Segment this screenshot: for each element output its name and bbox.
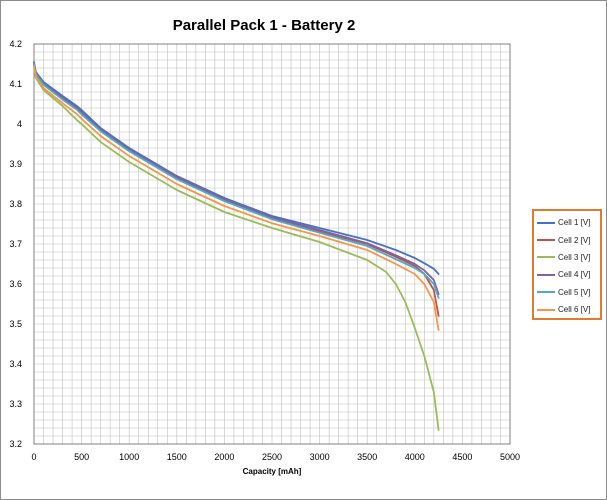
legend: Cell 1 [V] Cell 2 [V] Cell 3 [V] Cell 4 [V]… — [532, 209, 602, 320]
legend-item-cell-5: Cell 5 [V] — [537, 284, 598, 301]
axes — [33, 43, 511, 445]
legend-label: Cell 4 [V] — [558, 270, 591, 280]
legend-item-cell-6: Cell 6 [V] — [537, 301, 598, 318]
legend-swatch — [537, 291, 555, 294]
y-tick-labels: 3.2 3.3 3.4 3.5 3.6 3.7 3.8 3.9 4 4.1 4.2 — [9, 39, 22, 449]
y-tick-label: 4.1 — [9, 79, 22, 89]
plot-area-border — [33, 43, 511, 445]
y-tick-label: 4 — [17, 119, 22, 129]
x-tick-label: 4000 — [405, 452, 425, 462]
legend-item-cell-1: Cell 1 [V] — [537, 214, 598, 231]
series-line-cell-2 — [33, 63, 440, 317]
x-tick-label: 3500 — [357, 452, 377, 462]
series-line-cell-6 — [33, 65, 440, 331]
y-tick-label: 3.6 — [9, 279, 22, 289]
legend-item-cell-3: Cell 3 [V] — [537, 249, 598, 266]
series-line-cell-5 — [33, 63, 440, 299]
y-tick-label: 4.2 — [9, 39, 22, 49]
legend-label: Cell 2 [V] — [558, 235, 591, 245]
x-tick-label: 3000 — [310, 452, 330, 462]
y-tick-label: 3.8 — [9, 199, 22, 209]
legend-swatch — [537, 308, 555, 311]
x-tick-label: 4500 — [452, 452, 472, 462]
y-tick-label: 3.2 — [9, 439, 22, 449]
legend-label: Cell 5 [V] — [558, 287, 591, 297]
y-tick-label: 3.4 — [9, 359, 22, 369]
chart-title: Parallel Pack 1 - Battery 2 — [173, 17, 356, 34]
y-tick-label: 3.7 — [9, 239, 22, 249]
series-line-cell-1 — [33, 61, 440, 275]
legend-swatch — [537, 273, 555, 276]
grid — [34, 44, 510, 444]
x-tick-label: 500 — [74, 452, 89, 462]
legend-swatch — [537, 256, 555, 259]
x-tick-label: 0 — [31, 452, 36, 462]
series-lines — [33, 61, 440, 431]
x-axis-label: Capacity [mAh] — [243, 467, 302, 476]
series-line-cell-3 — [33, 67, 440, 431]
series-line-cell-4 — [33, 62, 440, 295]
legend-swatch — [537, 239, 555, 242]
legend-swatch — [537, 221, 555, 224]
y-tick-label: 3.3 — [9, 399, 22, 409]
legend-label: Cell 1 [V] — [558, 218, 591, 228]
legend-item-cell-4: Cell 4 [V] — [537, 266, 598, 283]
x-tick-label: 2000 — [214, 452, 234, 462]
legend-label: Cell 3 [V] — [558, 252, 591, 262]
y-tick-label: 3.5 — [9, 319, 22, 329]
legend-label: Cell 6 [V] — [558, 305, 591, 315]
x-tick-label: 1000 — [119, 452, 139, 462]
y-tick-label: 3.9 — [9, 159, 22, 169]
x-tick-label: 1500 — [167, 452, 187, 462]
x-tick-label: 5000 — [500, 452, 520, 462]
x-tick-labels: 0 500 1000 1500 2000 2500 3000 3500 4000 4500 5000 — [31, 452, 520, 462]
legend-item-cell-2: Cell 2 [V] — [537, 231, 598, 248]
x-tick-label: 2500 — [262, 452, 282, 462]
